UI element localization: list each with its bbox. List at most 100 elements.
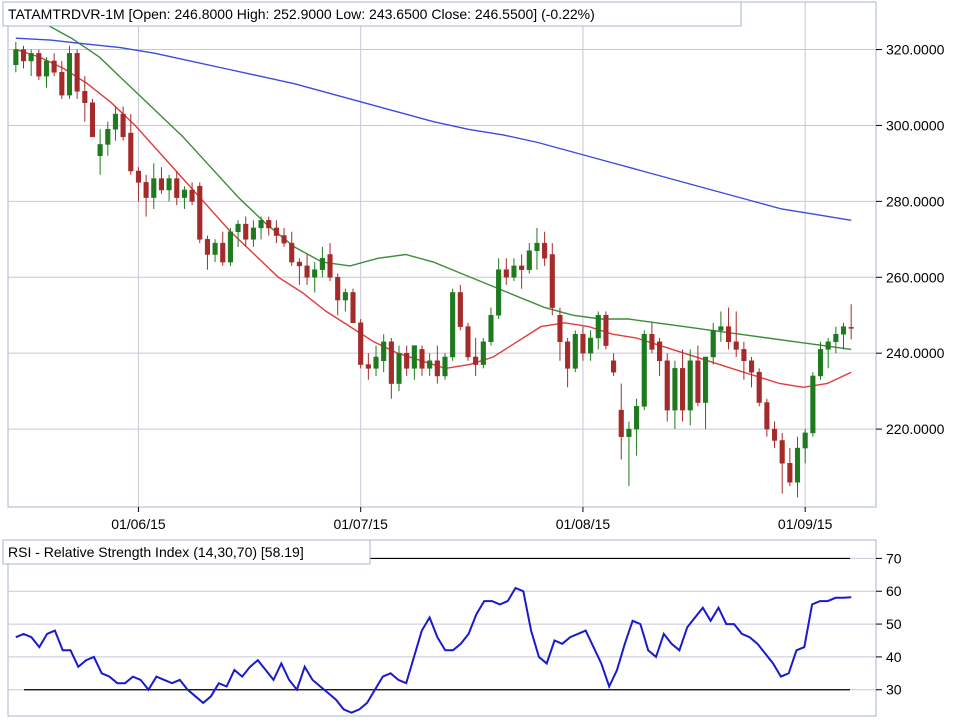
candle-body bbox=[603, 314, 609, 346]
candle bbox=[312, 262, 318, 293]
candle bbox=[381, 334, 387, 373]
candle bbox=[526, 243, 532, 274]
candle bbox=[266, 216, 272, 236]
candle bbox=[611, 353, 617, 376]
candle-body bbox=[51, 60, 57, 73]
candle-body bbox=[626, 428, 632, 437]
candle bbox=[304, 254, 310, 285]
candle bbox=[342, 288, 348, 312]
candle-body bbox=[204, 239, 210, 255]
candle bbox=[419, 345, 425, 376]
candle bbox=[174, 171, 180, 206]
candle bbox=[557, 307, 563, 361]
candle bbox=[227, 227, 233, 266]
candle bbox=[105, 121, 111, 156]
rsi-series bbox=[15, 586, 852, 714]
candle bbox=[764, 398, 770, 437]
candle-body bbox=[634, 406, 640, 430]
candle-body bbox=[89, 102, 96, 138]
candle-body bbox=[434, 360, 440, 377]
main-y-axis: 220.0000 240.0000 260.0000 280.0000 300.0000… bbox=[876, 42, 945, 437]
candle-body bbox=[273, 227, 279, 236]
candle bbox=[166, 174, 172, 202]
candle bbox=[158, 167, 164, 194]
moving-average-long bbox=[15, 37, 852, 221]
candle bbox=[28, 49, 34, 77]
candle-body bbox=[764, 402, 770, 430]
candle bbox=[212, 239, 218, 263]
candle bbox=[20, 45, 27, 69]
candle bbox=[756, 368, 762, 407]
candle-body bbox=[503, 269, 509, 278]
candle-body bbox=[526, 250, 532, 270]
candle bbox=[319, 246, 325, 278]
candle bbox=[365, 353, 371, 380]
candle bbox=[488, 307, 494, 346]
candle-body bbox=[289, 242, 295, 263]
candle-body bbox=[212, 242, 218, 255]
candle bbox=[189, 182, 195, 206]
candle bbox=[580, 326, 586, 361]
x-tick-label: 01/06/15 bbox=[111, 516, 166, 532]
candle-body bbox=[312, 269, 318, 278]
candle bbox=[649, 322, 655, 354]
candle-body bbox=[82, 91, 88, 103]
candle-body bbox=[281, 235, 287, 244]
candle bbox=[519, 254, 525, 289]
candle-body bbox=[304, 265, 310, 278]
candle-body bbox=[143, 182, 149, 198]
candle-body bbox=[534, 242, 540, 251]
rsi-y-axis: 30 40 50 60 70 bbox=[876, 550, 902, 698]
candle-body bbox=[66, 53, 73, 96]
candle bbox=[396, 345, 402, 392]
candle-body bbox=[488, 314, 494, 343]
main-y-tick-label: 220.0000 bbox=[886, 421, 945, 437]
candle bbox=[779, 432, 785, 494]
moving-average-short bbox=[15, 48, 852, 389]
candle-body bbox=[511, 265, 517, 278]
rsi-line bbox=[15, 586, 852, 714]
candle bbox=[143, 174, 149, 217]
candle-body bbox=[220, 242, 226, 263]
candle bbox=[810, 372, 816, 437]
candle-body bbox=[840, 326, 847, 335]
candle-body bbox=[595, 314, 601, 339]
candle bbox=[794, 436, 801, 498]
candle-body bbox=[664, 360, 670, 411]
candle-body bbox=[703, 356, 709, 403]
main-y-tick-label: 280.0000 bbox=[886, 193, 945, 209]
candle-body bbox=[28, 53, 34, 62]
candle-body bbox=[779, 440, 785, 464]
candle-body bbox=[496, 269, 502, 316]
candle-body bbox=[296, 261, 302, 267]
candle-body bbox=[158, 178, 164, 191]
candle bbox=[733, 311, 739, 357]
candle-body bbox=[741, 349, 747, 362]
candle-body bbox=[151, 178, 157, 198]
candle bbox=[373, 345, 379, 376]
candle-body bbox=[197, 185, 203, 240]
candle bbox=[503, 258, 509, 285]
candle-body bbox=[396, 352, 402, 384]
candle bbox=[718, 311, 724, 342]
candle bbox=[89, 98, 96, 138]
candle-body bbox=[787, 463, 793, 483]
candle-body bbox=[726, 326, 732, 343]
candle bbox=[296, 258, 302, 285]
candle bbox=[641, 330, 647, 411]
candle bbox=[748, 356, 755, 388]
candle bbox=[135, 167, 141, 202]
candle-body bbox=[120, 113, 126, 138]
x-tick-label: 01/08/15 bbox=[556, 516, 611, 532]
candle-body bbox=[174, 178, 180, 198]
candle-body bbox=[128, 132, 134, 172]
candle bbox=[411, 345, 417, 380]
candle-body bbox=[365, 364, 371, 369]
candle-body bbox=[687, 360, 693, 411]
candle bbox=[358, 319, 364, 369]
candle bbox=[626, 421, 632, 487]
candlestick-series bbox=[13, 41, 854, 498]
candle-body bbox=[450, 292, 456, 358]
